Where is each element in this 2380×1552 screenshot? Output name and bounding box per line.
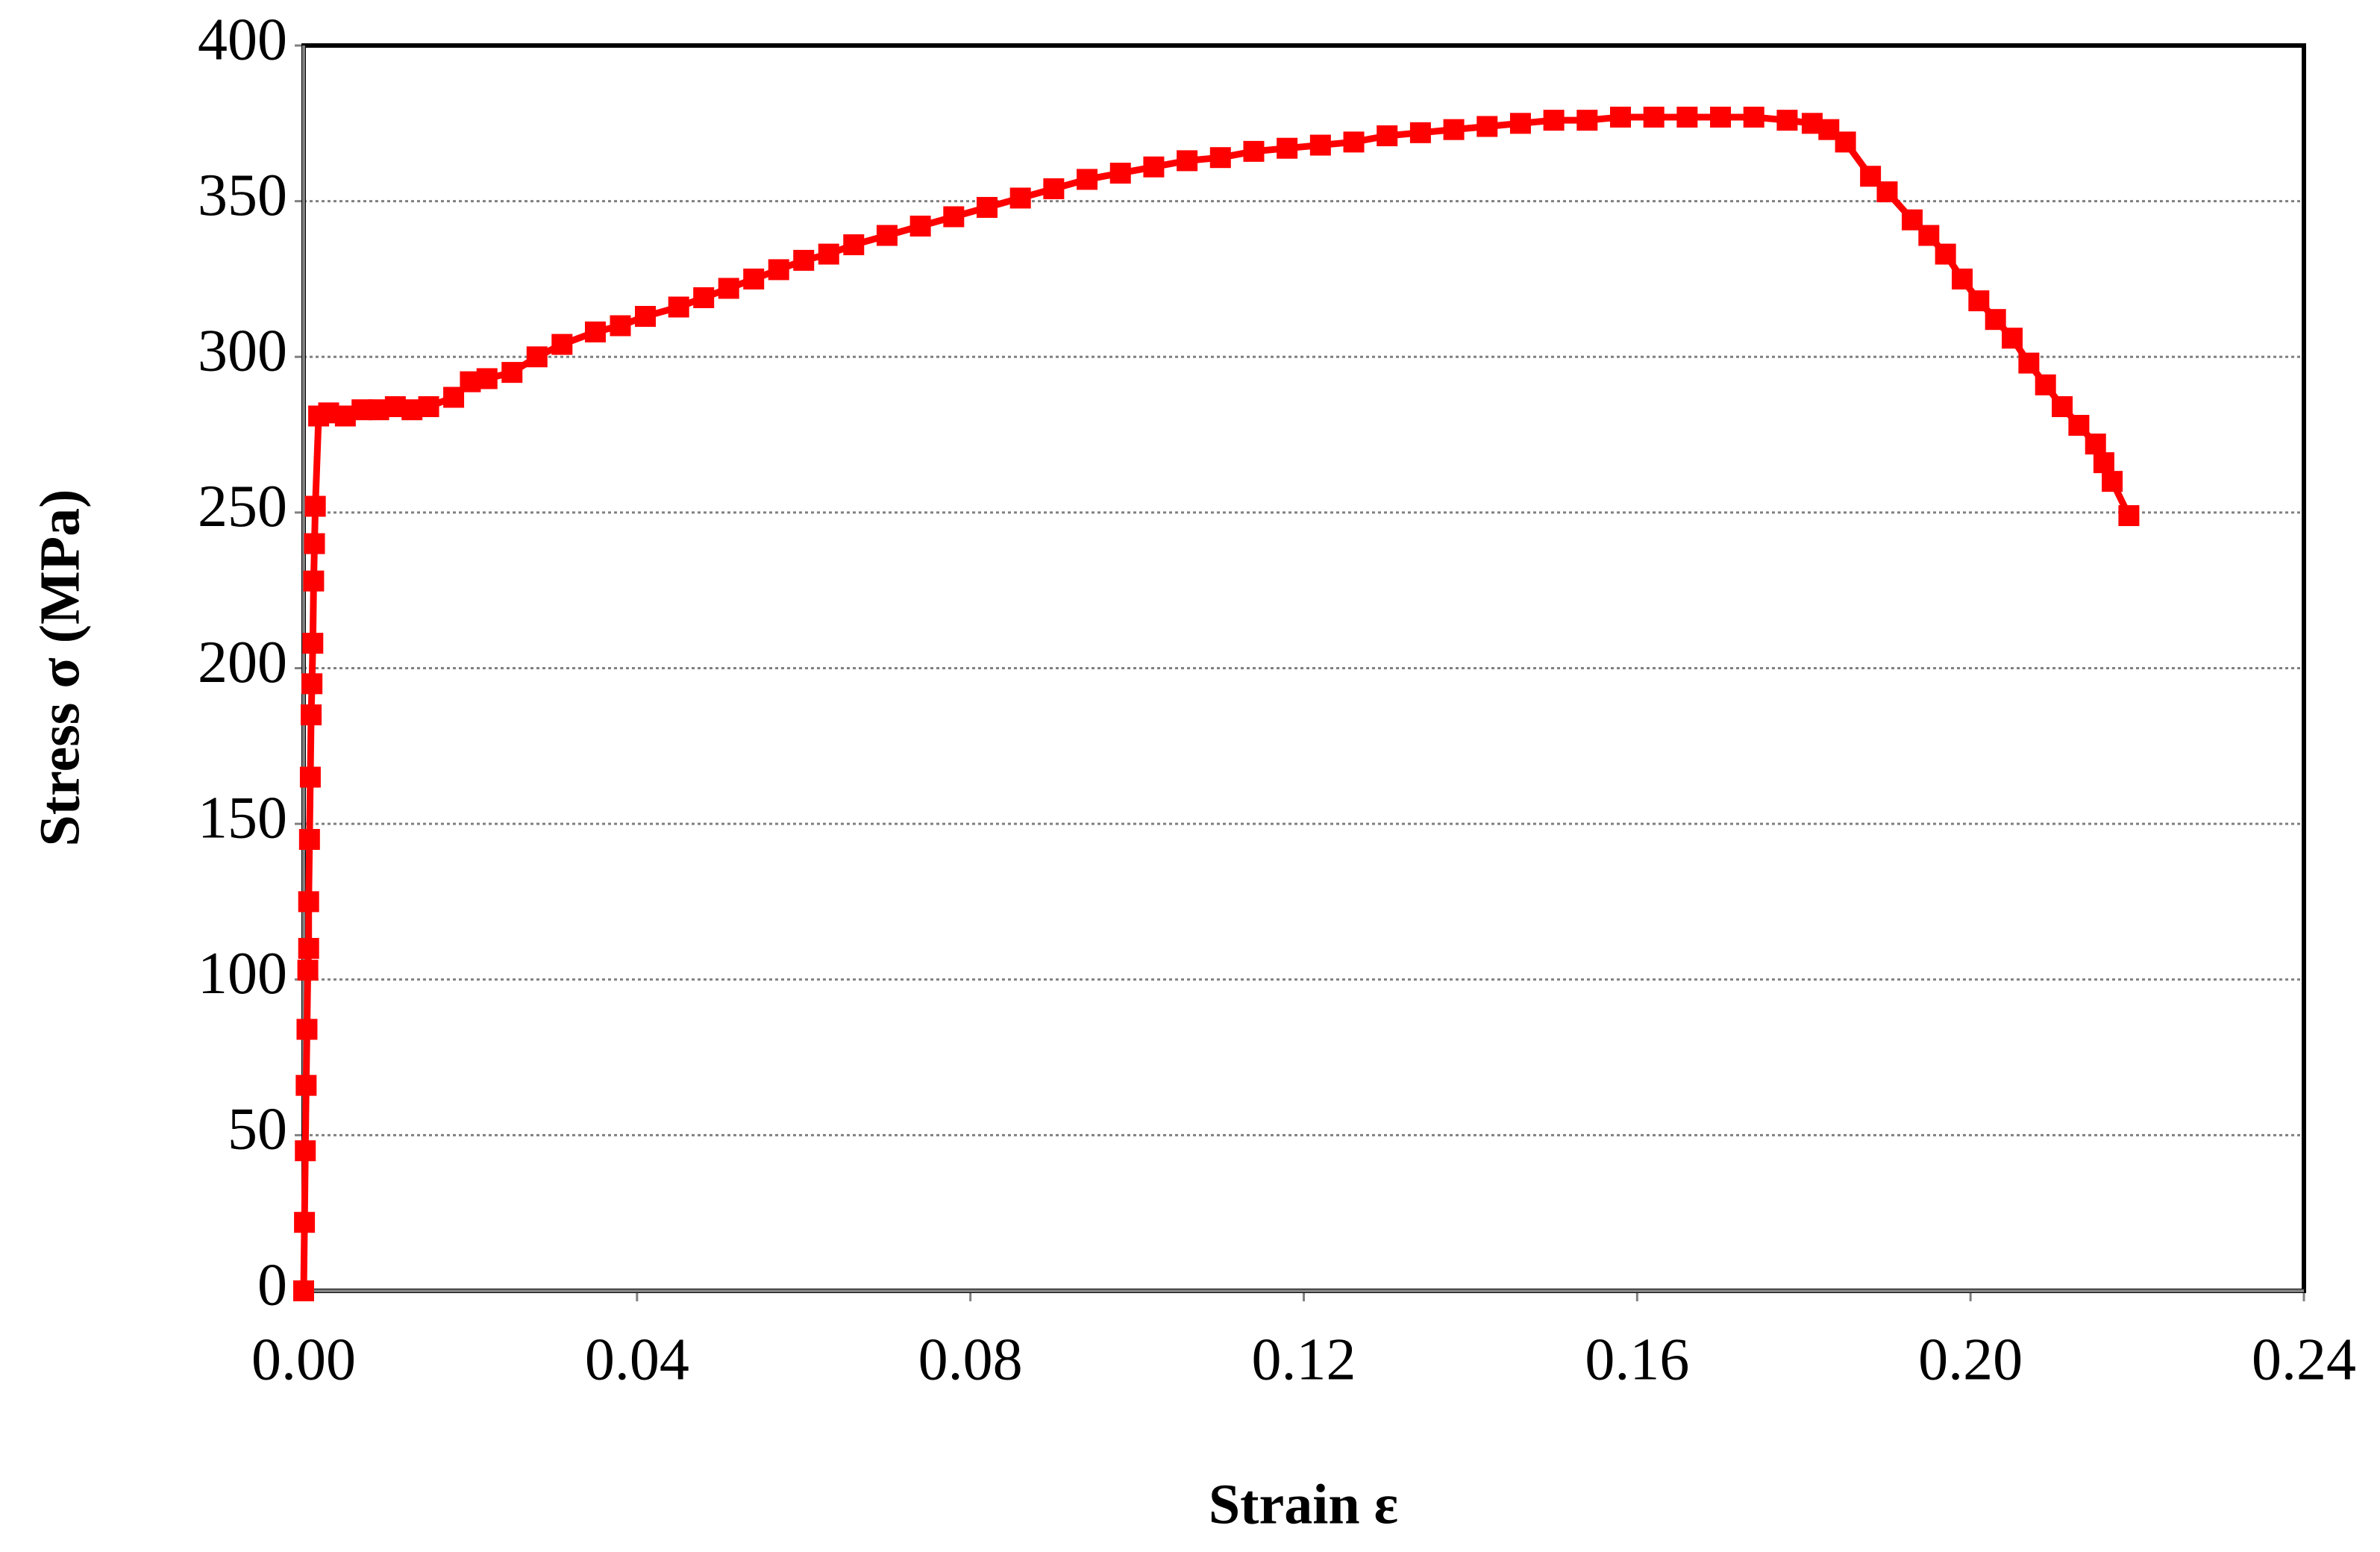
x-tick-label: 0.00: [251, 1327, 356, 1392]
data-point: [2085, 434, 2106, 455]
data-point: [293, 1280, 314, 1301]
data-point: [1509, 113, 1531, 134]
x-axis-title: Strain ε: [1209, 1473, 1398, 1536]
data-point: [2093, 452, 2114, 474]
data-point: [2102, 471, 2123, 492]
x-tick-label: 0.08: [918, 1327, 1023, 1392]
data-point: [295, 1140, 316, 1162]
data-point: [2052, 396, 2073, 418]
data-point: [1935, 243, 1956, 265]
data-point: [876, 225, 898, 246]
data-point: [1918, 225, 1940, 246]
data-point: [1177, 150, 1198, 172]
x-tick-label: 0.20: [1918, 1327, 2023, 1392]
data-point: [1476, 116, 1498, 137]
data-point: [2018, 352, 2040, 374]
data-point: [1343, 131, 1365, 153]
data-point: [635, 306, 657, 328]
data-point: [909, 216, 931, 237]
data-point: [1876, 181, 1898, 203]
y-tick-label: 300: [198, 319, 287, 384]
data-point: [476, 368, 498, 389]
data-point: [1643, 106, 1665, 128]
x-tick-label: 0.04: [585, 1327, 689, 1392]
data-point: [584, 321, 606, 342]
y-axis-title: Stress σ (MPa): [28, 489, 91, 847]
data-point: [294, 1212, 316, 1233]
data-point: [1985, 309, 2006, 331]
data-point: [1576, 110, 1598, 131]
data-line: [300, 113, 2132, 1292]
data-point: [302, 633, 324, 654]
data-point: [501, 362, 523, 384]
data-point: [526, 346, 548, 368]
data-point: [418, 396, 439, 418]
data-point: [1043, 178, 1065, 199]
data-point: [551, 334, 573, 355]
y-tick-label: 350: [198, 163, 287, 228]
data-point: [1143, 156, 1165, 178]
data-point: [1277, 137, 1298, 159]
data-point: [1835, 131, 1856, 153]
data-point: [1609, 106, 1631, 128]
data-point: [743, 268, 765, 290]
x-tick-label: 0.24: [2252, 1327, 2356, 1392]
y-tick-label: 0: [257, 1252, 287, 1318]
data-point: [768, 259, 789, 281]
y-tick-label: 400: [198, 7, 287, 72]
data-point: [2002, 328, 2023, 349]
data-point: [298, 938, 319, 960]
data-point: [843, 234, 865, 256]
data-point: [1710, 106, 1732, 128]
y-tick-label: 200: [198, 630, 287, 695]
data-point: [1543, 110, 1565, 131]
data-point: [301, 704, 322, 726]
y-tick-label: 250: [198, 474, 287, 539]
data-point: [1743, 106, 1764, 128]
data-point: [818, 243, 839, 265]
data-point: [1968, 290, 1990, 312]
y-tick-label: 150: [198, 785, 287, 851]
x-tick-label: 0.12: [1252, 1327, 1356, 1392]
data-point: [1377, 125, 1398, 147]
data-point: [298, 891, 319, 913]
data-point: [303, 570, 325, 592]
data-point: [296, 1018, 318, 1040]
data-point: [304, 495, 326, 517]
data-point: [1109, 163, 1131, 184]
data-point: [1077, 169, 1098, 190]
y-tick-label: 100: [198, 941, 287, 1007]
data-point: [943, 206, 965, 228]
data-point: [977, 196, 998, 218]
data-point: [718, 278, 739, 299]
data-point: [1209, 147, 1231, 169]
data-point: [299, 766, 321, 788]
data-point: [298, 828, 320, 850]
data-point: [1776, 110, 1798, 131]
data-point: [1409, 122, 1431, 143]
data-point: [295, 1074, 317, 1096]
data-point: [1676, 106, 1698, 128]
data-point: [610, 315, 631, 337]
data-point: [1443, 119, 1465, 140]
data-point: [1009, 187, 1031, 209]
y-tick-label: 50: [228, 1097, 287, 1163]
data-point: [693, 287, 715, 308]
data-point: [2035, 374, 2056, 395]
data-point: [301, 673, 323, 695]
data-point: [1243, 140, 1265, 162]
data-point: [2118, 505, 2140, 527]
data-point: [2068, 415, 2090, 436]
data-point: [297, 960, 319, 981]
x-tick-label: 0.16: [1585, 1327, 1689, 1392]
data-point: [1309, 134, 1331, 156]
data-point: [793, 249, 815, 271]
data-point: [668, 296, 689, 318]
data-point: [304, 533, 325, 554]
data-point: [1951, 268, 1973, 290]
